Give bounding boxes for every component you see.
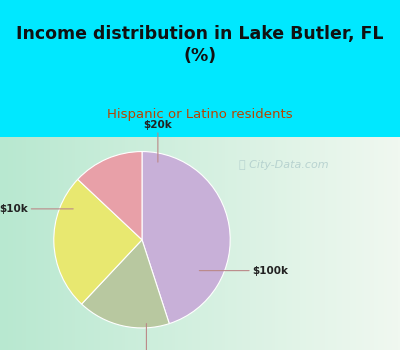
Text: ⓘ City-Data.com: ⓘ City-Data.com	[239, 160, 329, 169]
Wedge shape	[142, 152, 230, 324]
Text: $20k: $20k	[144, 120, 172, 162]
Wedge shape	[78, 152, 142, 240]
Wedge shape	[82, 240, 169, 328]
Text: $75k: $75k	[132, 323, 161, 350]
Text: $10k: $10k	[0, 204, 73, 214]
Text: Income distribution in Lake Butler, FL
(%): Income distribution in Lake Butler, FL (…	[16, 25, 384, 65]
Text: Hispanic or Latino residents: Hispanic or Latino residents	[107, 108, 293, 121]
Wedge shape	[54, 179, 142, 304]
Text: $100k: $100k	[199, 266, 288, 275]
